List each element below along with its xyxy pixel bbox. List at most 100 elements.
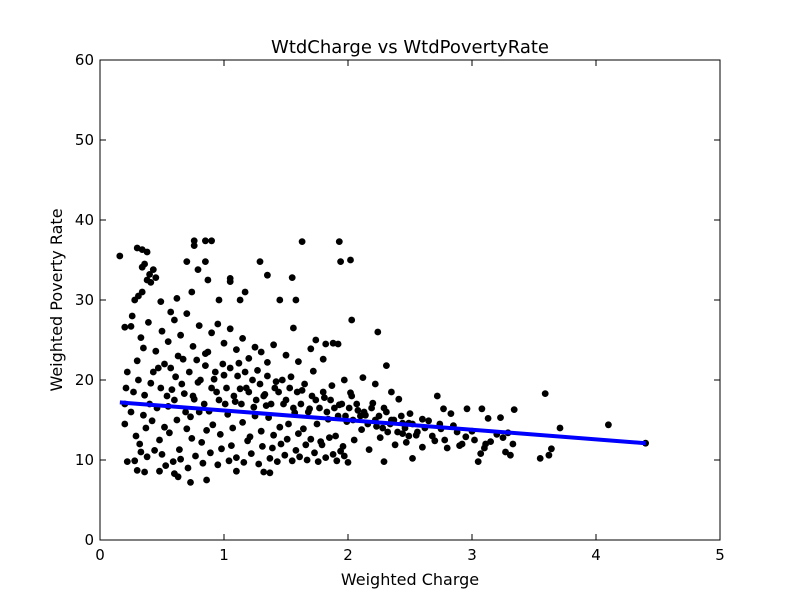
- data-point: [202, 258, 209, 265]
- data-point: [257, 348, 265, 356]
- data-point: [193, 356, 201, 364]
- data-point: [245, 355, 253, 362]
- data-point: [131, 457, 139, 465]
- data-point: [152, 274, 160, 281]
- data-point: [447, 410, 455, 417]
- data-point: [177, 331, 185, 339]
- data-point: [229, 424, 237, 432]
- data-point: [334, 340, 342, 348]
- data-point: [326, 434, 333, 441]
- data-point: [313, 420, 321, 428]
- data-point: [321, 394, 328, 401]
- data-point: [231, 398, 239, 405]
- data-point: [298, 238, 306, 246]
- data-point: [292, 296, 300, 304]
- data-point: [307, 435, 315, 443]
- data-point: [123, 458, 131, 465]
- data-point: [141, 260, 149, 268]
- data-point: [322, 454, 330, 461]
- data-point: [307, 345, 315, 353]
- data-point: [176, 446, 183, 453]
- data-point: [204, 276, 212, 284]
- data-point: [167, 364, 175, 372]
- data-point: [397, 412, 405, 420]
- data-point: [208, 237, 216, 245]
- data-point: [141, 391, 149, 399]
- data-point: [177, 455, 185, 463]
- data-point: [509, 440, 517, 448]
- data-point: [395, 395, 403, 403]
- data-point: [328, 382, 336, 389]
- data-point: [234, 372, 242, 380]
- data-point: [192, 452, 199, 460]
- data-point: [318, 441, 326, 449]
- data-point: [316, 404, 323, 412]
- data-point: [141, 468, 149, 476]
- data-point: [264, 359, 271, 366]
- data-point: [270, 341, 277, 349]
- data-point: [292, 447, 300, 454]
- data-point: [287, 373, 295, 381]
- data-point: [188, 435, 196, 442]
- data-point: [174, 473, 182, 481]
- data-point: [329, 451, 337, 458]
- data-point: [245, 388, 253, 396]
- data-point: [275, 388, 282, 396]
- data-point: [374, 328, 382, 336]
- data-point: [164, 338, 172, 345]
- data-point: [335, 238, 343, 246]
- data-point: [207, 449, 214, 457]
- data-point: [282, 351, 290, 359]
- data-point: [510, 406, 518, 413]
- regression-line-layer: [119, 400, 646, 446]
- data-point: [226, 325, 234, 333]
- data-point: [319, 388, 327, 396]
- data-point: [414, 428, 421, 436]
- data-point: [240, 459, 248, 466]
- data-point: [211, 368, 219, 376]
- data-point: [127, 323, 135, 330]
- data-point: [290, 404, 297, 412]
- data-point: [185, 368, 193, 376]
- data-point: [548, 445, 555, 453]
- data-point: [156, 436, 163, 444]
- data-point: [391, 441, 399, 449]
- data-point: [233, 346, 240, 353]
- data-point: [256, 258, 264, 265]
- data-point: [184, 464, 192, 472]
- data-point: [162, 462, 170, 469]
- data-point: [220, 339, 228, 347]
- data-point: [295, 358, 302, 365]
- data-point: [251, 343, 259, 351]
- data-point: [293, 388, 301, 396]
- data-point: [216, 431, 224, 438]
- data-point: [502, 448, 509, 456]
- data-point: [285, 420, 292, 428]
- data-point: [304, 408, 312, 416]
- data-point: [303, 456, 311, 464]
- data-point: [230, 392, 238, 400]
- data-point: [247, 450, 255, 457]
- data-point: [484, 415, 492, 422]
- data-point: [173, 295, 181, 302]
- x-axis-ticks: 0 1 2 3 4 5: [95, 60, 725, 564]
- data-point: [233, 467, 240, 475]
- data-point: [140, 344, 147, 352]
- data-point: [250, 403, 258, 411]
- data-point: [189, 343, 197, 350]
- data-point: [405, 432, 413, 440]
- data-point: [137, 334, 145, 341]
- data-point: [236, 385, 244, 393]
- data-point: [269, 444, 276, 452]
- x-axis-label: Weighted Charge: [341, 570, 479, 589]
- data-point: [195, 322, 203, 329]
- data-point: [233, 454, 240, 461]
- data-point: [283, 435, 291, 443]
- y-tick-label: 20: [75, 371, 94, 389]
- data-point: [140, 411, 147, 419]
- data-point: [128, 312, 136, 320]
- data-point: [545, 451, 553, 459]
- data-point: [536, 455, 544, 462]
- data-point: [244, 437, 252, 445]
